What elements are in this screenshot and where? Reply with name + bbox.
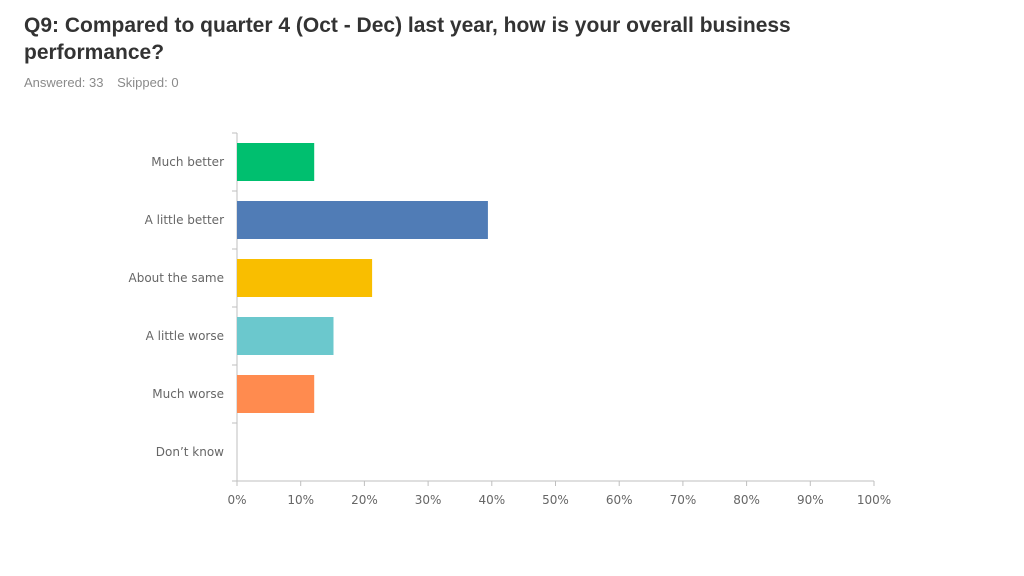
category-label: Don’t know <box>156 445 224 459</box>
category-label: About the same <box>129 271 224 285</box>
x-tick-label: 50% <box>542 493 569 507</box>
x-tick-label: 100% <box>857 493 891 507</box>
bar <box>237 201 488 239</box>
x-tick-label: 30% <box>415 493 442 507</box>
x-tick-label: 80% <box>733 493 760 507</box>
bar <box>237 317 334 355</box>
skipped-count: Skipped: 0 <box>117 75 179 90</box>
bar <box>237 375 315 413</box>
x-tick-label: 60% <box>606 493 633 507</box>
category-label: Much worse <box>152 387 224 401</box>
answered-count: Answered: 33 <box>24 75 104 90</box>
x-tick-label: 70% <box>670 493 697 507</box>
category-label: A little better <box>145 213 224 227</box>
question-title: Q9: Compared to quarter 4 (Oct - Dec) la… <box>24 14 791 64</box>
x-tick-label: 0% <box>227 493 246 507</box>
x-tick-label: 40% <box>478 493 505 507</box>
bar <box>237 143 315 181</box>
x-tick-label: 10% <box>287 493 314 507</box>
response-stats: Answered: 33 Skipped: 0 <box>24 75 189 90</box>
x-tick-label: 20% <box>351 493 378 507</box>
bar <box>237 259 373 297</box>
x-tick-label: 90% <box>797 493 824 507</box>
category-label: A little worse <box>146 329 224 343</box>
category-label: Much better <box>151 155 224 169</box>
